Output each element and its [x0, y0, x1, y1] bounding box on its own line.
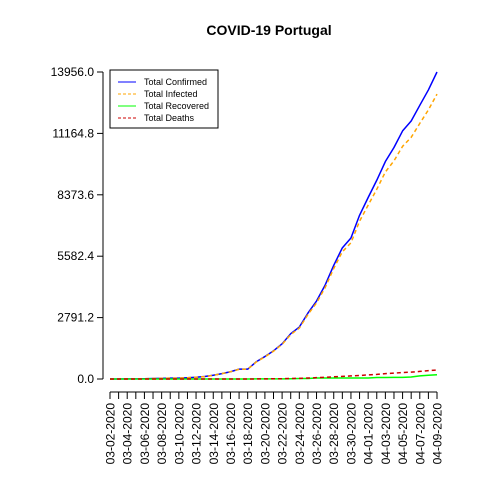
x-tick-label: 03-18-2020: [241, 403, 255, 465]
x-tick-label: 03-08-2020: [155, 403, 169, 465]
x-tick-label: 03-24-2020: [293, 403, 307, 465]
legend-label: Total Infected: [144, 89, 198, 99]
x-axis: 03-02-2020 03-04-2020 03-06-2020 03-08-2020…: [104, 391, 445, 465]
x-tick-label: 03-02-2020: [104, 403, 118, 465]
y-tick-label: 5582.4: [57, 249, 94, 263]
x-tick-label: 03-10-2020: [172, 403, 186, 465]
series-line-total-infected: [110, 93, 438, 380]
x-tick-label: 03-06-2020: [138, 403, 152, 465]
x-tick-label: 03-20-2020: [258, 403, 272, 465]
x-tick-label: 04-05-2020: [396, 403, 410, 465]
legend-label: Total Deaths: [144, 113, 195, 123]
x-tick-label: 03-28-2020: [327, 403, 341, 465]
legend-label: Total Recovered: [144, 101, 209, 111]
plot-lines: [110, 71, 438, 380]
x-tick-label: 03-14-2020: [207, 403, 221, 465]
y-axis: 0.0 2791.2 5582.4 8373.6 11164.8 13956.0: [51, 65, 104, 386]
y-tick-label: 11164.8: [52, 126, 94, 140]
x-tick-label: 04-03-2020: [379, 403, 393, 465]
legend: Total Confirmed Total Infected Total Recov…: [109, 69, 219, 129]
x-tick-label: 03-12-2020: [190, 403, 204, 465]
y-tick-label: 8373.6: [57, 188, 94, 202]
x-tick-label: 03-04-2020: [121, 403, 135, 465]
series-line-total-deaths: [110, 369, 438, 380]
chart-title: COVID-19 Portugal: [206, 22, 331, 38]
x-tick-label: 04-01-2020: [362, 403, 376, 465]
x-tick-label: 04-07-2020: [413, 403, 427, 465]
legend-label: Total Confirmed: [144, 77, 207, 87]
x-tick-label: 03-30-2020: [344, 403, 358, 465]
x-tick-label: 03-26-2020: [310, 403, 324, 465]
y-tick-label: 2791.2: [57, 311, 94, 325]
x-tick-label: 03-22-2020: [276, 403, 290, 465]
x-tick-label: 03-16-2020: [224, 403, 238, 465]
y-tick-label: 0.0: [77, 372, 94, 386]
x-tick-label: 04-09-2020: [431, 403, 445, 465]
y-tick-label: 13956.0: [51, 65, 95, 79]
